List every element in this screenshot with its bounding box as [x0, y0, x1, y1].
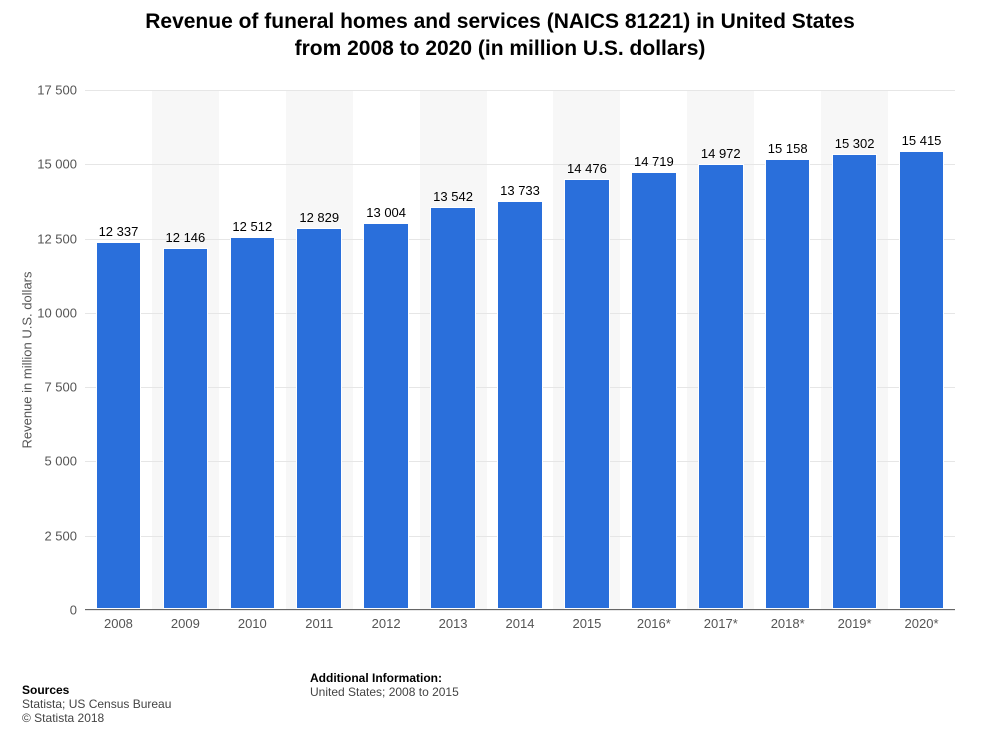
bar [765, 159, 811, 609]
x-tick-label: 2011 [305, 616, 333, 631]
bar-value-label: 12 829 [299, 210, 339, 225]
x-tick-label: 2019* [838, 616, 872, 631]
y-tick-label: 7 500 [0, 380, 77, 395]
x-tick-label: 2018* [771, 616, 805, 631]
footer-sources: Sources Statista; US Census Bureau © Sta… [22, 683, 171, 725]
bar [899, 151, 945, 609]
bar-value-label: 14 972 [701, 146, 741, 161]
gridline [85, 164, 955, 165]
bar [163, 248, 209, 609]
bar-value-label: 15 158 [768, 141, 808, 156]
y-axis-label: Revenue in million U.S. dollars [20, 271, 35, 448]
x-tick-label: 2016* [637, 616, 671, 631]
chart-title: Revenue of funeral homes and services (N… [0, 8, 1000, 63]
y-tick-label: 10 000 [0, 305, 77, 320]
bar [430, 207, 476, 609]
bar-value-label: 15 415 [902, 133, 942, 148]
bar [698, 164, 744, 609]
bar [564, 179, 610, 609]
y-tick-label: 15 000 [0, 157, 77, 172]
bar-value-label: 12 337 [99, 224, 139, 239]
bar-value-label: 12 146 [165, 230, 205, 245]
bar-value-label: 14 719 [634, 154, 674, 169]
title-line-1: Revenue of funeral homes and services (N… [145, 10, 855, 33]
chart-area: 12 337 12 146 12 512 12 829 13 004 13 542 13 7… [85, 90, 955, 630]
chart-container: Revenue of funeral homes and services (N… [0, 0, 1000, 743]
x-tick-label: 2015 [572, 616, 601, 631]
x-tick-label: 2013 [439, 616, 468, 631]
bar-value-label: 14 476 [567, 161, 607, 176]
x-tick-label: 2008 [104, 616, 133, 631]
bar-value-label: 15 302 [835, 136, 875, 151]
bar [631, 172, 677, 609]
x-tick-label: 2020* [905, 616, 939, 631]
bar-value-label: 13 733 [500, 183, 540, 198]
bar [363, 223, 409, 609]
y-tick-label: 5 000 [0, 454, 77, 469]
sources-heading: Sources [22, 683, 171, 697]
bar-value-label: 13 542 [433, 189, 473, 204]
y-tick-label: 12 500 [0, 231, 77, 246]
gridline [85, 610, 955, 611]
bar-value-label: 12 512 [232, 219, 272, 234]
bar [96, 242, 142, 609]
bar [497, 201, 543, 609]
bar [296, 228, 342, 609]
sources-line-2: © Statista 2018 [22, 711, 171, 725]
x-tick-label: 2017* [704, 616, 738, 631]
bar [230, 237, 276, 609]
title-line-2: from 2008 to 2020 (in million U.S. dolla… [295, 37, 706, 60]
gridline [85, 90, 955, 91]
bar [832, 154, 878, 609]
bar-value-label: 13 004 [366, 205, 406, 220]
x-tick-label: 2010 [238, 616, 267, 631]
footer-additional: Additional Information: United States; 2… [310, 671, 459, 699]
additional-line-1: United States; 2008 to 2015 [310, 685, 459, 699]
y-tick-label: 0 [0, 603, 77, 618]
additional-heading: Additional Information: [310, 671, 459, 685]
x-tick-label: 2009 [171, 616, 200, 631]
sources-line-1: Statista; US Census Bureau [22, 697, 171, 711]
plot-region: 12 337 12 146 12 512 12 829 13 004 13 542 13 7… [85, 90, 955, 610]
x-tick-label: 2014 [506, 616, 535, 631]
x-tick-label: 2012 [372, 616, 401, 631]
y-tick-label: 2 500 [0, 528, 77, 543]
y-tick-label: 17 500 [0, 83, 77, 98]
